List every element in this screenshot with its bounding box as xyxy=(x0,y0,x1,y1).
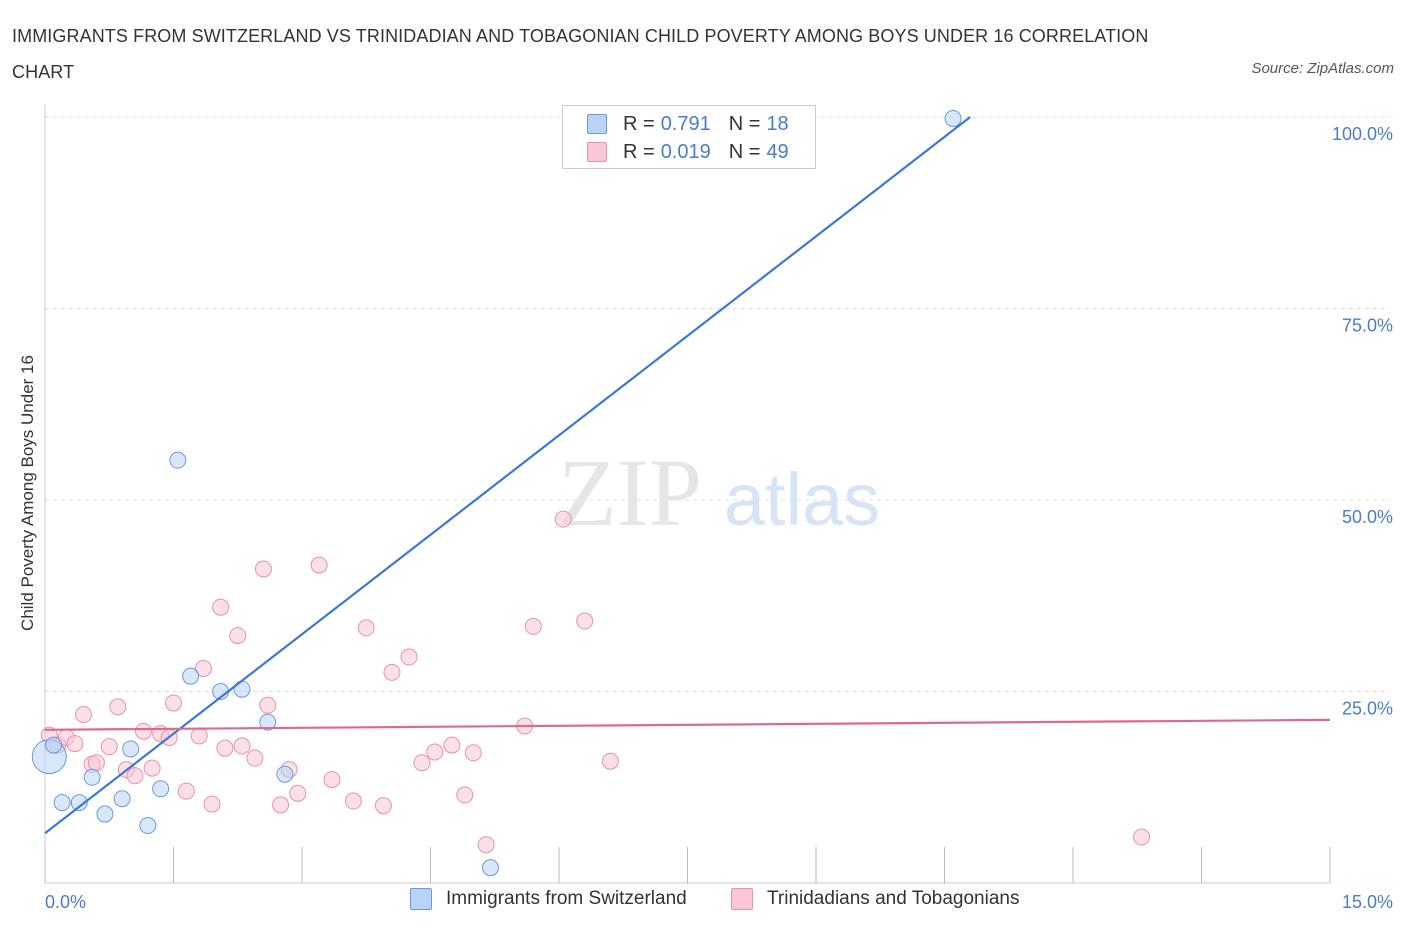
data-point xyxy=(165,694,182,712)
data-point xyxy=(96,805,114,823)
watermark: ZIP atlas xyxy=(558,439,880,546)
data-point xyxy=(289,784,307,802)
data-point xyxy=(87,754,105,772)
grid-lines xyxy=(45,116,1390,692)
data-point xyxy=(601,752,619,770)
data-point xyxy=(1133,828,1151,846)
data-point xyxy=(944,110,962,128)
data-point xyxy=(524,617,542,635)
data-point xyxy=(203,795,221,813)
data-point xyxy=(400,648,418,666)
data-point xyxy=(276,765,294,783)
data-point xyxy=(143,759,161,777)
bottom-swatch-pink xyxy=(731,888,753,910)
legend-row-trinidad: R = 0.019 N = 49 xyxy=(587,139,807,165)
data-point xyxy=(169,451,187,469)
legend-n-value: 49 xyxy=(766,140,789,163)
series-blue-points xyxy=(31,110,962,877)
data-point xyxy=(344,792,362,810)
legend-r-value: 0.791 xyxy=(660,112,711,135)
data-point xyxy=(152,780,170,798)
data-point xyxy=(254,560,272,578)
data-point xyxy=(70,794,88,812)
data-point xyxy=(100,738,118,756)
bottom-legend-label: Trinidadians and Tobagonians xyxy=(767,888,1020,909)
data-point xyxy=(554,510,572,528)
y-tick-label: 75.0% xyxy=(1342,316,1393,336)
data-point xyxy=(53,794,71,812)
data-point xyxy=(139,817,157,835)
data-point xyxy=(310,556,328,574)
bottom-legend-switzerland: Immigrants from Switzerland xyxy=(410,888,687,910)
legend-n-value: 18 xyxy=(766,112,789,135)
data-point xyxy=(246,749,264,767)
data-point xyxy=(122,740,140,758)
y-tick-label: 25.0% xyxy=(1342,699,1393,719)
data-point xyxy=(464,744,482,762)
data-point xyxy=(481,859,499,877)
data-point xyxy=(323,771,341,789)
series-pink-points xyxy=(40,510,1151,854)
data-point xyxy=(126,767,144,785)
legend-r-value: 0.019 xyxy=(660,140,711,163)
trendline-blue xyxy=(44,116,971,835)
data-point xyxy=(357,619,375,637)
data-point xyxy=(383,663,401,681)
data-point xyxy=(177,782,195,800)
data-point xyxy=(113,790,131,808)
data-point xyxy=(45,736,63,754)
data-point xyxy=(109,698,127,716)
data-point xyxy=(216,739,234,757)
y-tick-label: 100.0% xyxy=(1332,124,1393,144)
data-point xyxy=(83,768,101,786)
chart-title: IMMIGRANTS FROM SWITZERLAND VS TRINIDADI… xyxy=(12,26,1149,82)
watermark-zip: ZIP xyxy=(558,439,702,546)
data-point xyxy=(212,598,230,616)
tick-labels: 25.0% 50.0% 75.0% 100.0% 0.0% 15.0% xyxy=(45,124,1393,912)
trendlines xyxy=(44,116,1331,835)
data-point xyxy=(477,836,495,854)
data-point xyxy=(194,660,212,678)
data-point xyxy=(272,796,290,814)
data-point xyxy=(443,736,461,754)
data-point xyxy=(233,680,251,698)
data-point xyxy=(456,786,474,804)
data-point xyxy=(190,727,208,745)
data-point xyxy=(576,612,594,630)
trendline-pink xyxy=(44,718,1331,731)
bottom-legend-trinidad: Trinidadians and Tobagonians xyxy=(731,888,1019,910)
y-axis-label: Child Poverty Among Boys Under 16 xyxy=(18,355,37,631)
data-point xyxy=(75,705,93,723)
source-label: Source: ZipAtlas.com xyxy=(1251,60,1394,77)
data-point xyxy=(233,737,251,755)
data-point xyxy=(374,797,392,815)
data-point xyxy=(259,696,277,714)
legend-n-label: N = xyxy=(728,112,761,135)
data-point xyxy=(229,627,247,645)
data-point xyxy=(66,735,84,753)
x-tick-label: 0.0% xyxy=(45,892,86,912)
data-point xyxy=(426,743,444,761)
watermark-atlas: atlas xyxy=(724,458,880,541)
data-point xyxy=(135,722,153,740)
data-point xyxy=(259,713,277,731)
bottom-swatch-blue xyxy=(410,888,432,910)
data-point xyxy=(182,667,200,685)
data-point xyxy=(413,754,431,772)
legend-swatch-blue xyxy=(587,114,607,134)
legend-swatch-pink xyxy=(587,142,607,162)
legend-n-label: N = xyxy=(728,140,761,163)
legend-r-label: R = xyxy=(623,140,655,163)
y-tick-label: 50.0% xyxy=(1342,507,1393,527)
x-tick-label: 15.0% xyxy=(1342,892,1393,912)
legend-r-label: R = xyxy=(623,112,655,135)
correlation-legend: R = 0.791 N = 18 R = 0.019 N = 49 xyxy=(562,105,816,169)
legend-row-switzerland: R = 0.791 N = 18 xyxy=(587,111,807,137)
bottom-legend-label: Immigrants from Switzerland xyxy=(446,888,687,909)
